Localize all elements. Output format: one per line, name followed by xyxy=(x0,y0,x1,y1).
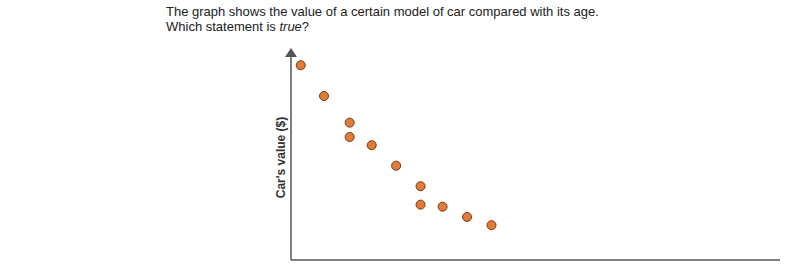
html-text:Which statement is true?: Which statement is true? xyxy=(166,19,310,34)
html-text:The graph shows the value of a: The graph shows the value of a certain m… xyxy=(166,4,599,19)
svg-text:Car's value ($): Car's value ($) xyxy=(274,117,288,199)
